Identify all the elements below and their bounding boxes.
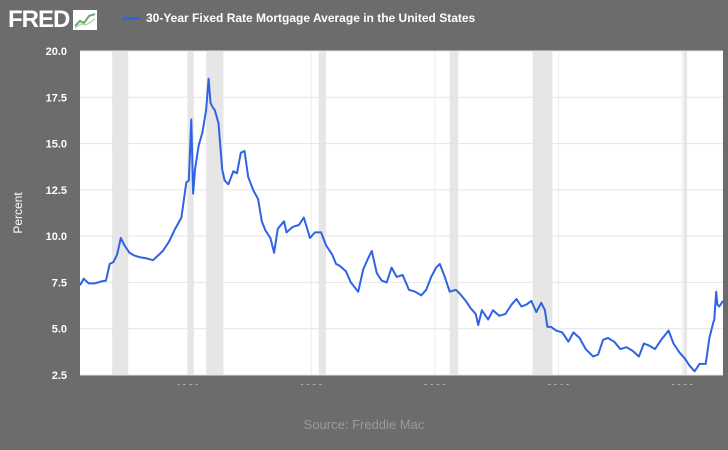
recession-band [532,51,553,375]
x-axis: 1980 1990 2000 2010 2020 [175,383,694,385]
chart-legend: 30-Year Fixed Rate Mortgage Average in t… [122,11,475,25]
x-tick-label: 1990 [299,383,323,385]
recession-band [187,51,194,375]
legend-label: 30-Year Fixed Rate Mortgage Average in t… [146,11,476,25]
legend-swatch [122,16,140,20]
x-tick-label: 2020 [670,383,694,385]
y-tick-label: 17.5 [46,92,67,104]
x-tick-label: 2000 [423,383,447,385]
series-line [79,77,724,373]
chart-header: FRED 30-Year Fixed Rate Mortgage Average… [0,0,728,40]
y-tick-label: 7.5 [52,277,67,289]
line-chart: 2.5 5.0 7.5 10.0 12.5 15.0 17.5 20.0 1980 1990 20… [11,46,724,385]
recession-band [449,51,459,375]
y-tick-label: 12.5 [46,185,67,197]
fred-logo-text: FRED [8,6,70,33]
y-axis-label: Percent [11,192,25,234]
y-tick-label: 2.5 [52,370,67,382]
y-tick-label: 5.0 [52,324,67,336]
y-tick-label: 10.0 [46,231,67,243]
y-tick-label: 20.0 [46,46,67,58]
x-tick-label: 1980 [175,383,199,385]
recession-band [318,51,327,375]
grid-lines [80,50,723,376]
plot-area [80,51,723,375]
fred-chart-icon [73,10,98,30]
x-tick-label: 2010 [546,383,570,385]
y-tick-label: 15.0 [46,139,67,151]
source-note: Source: Freddie Mac [303,417,425,432]
recession-band [112,51,129,375]
recession-band [206,51,224,375]
recession-band [683,51,688,375]
y-axis: 2.5 5.0 7.5 10.0 12.5 15.0 17.5 20.0 [46,46,67,382]
fred-logo[interactable]: FRED [8,6,98,34]
